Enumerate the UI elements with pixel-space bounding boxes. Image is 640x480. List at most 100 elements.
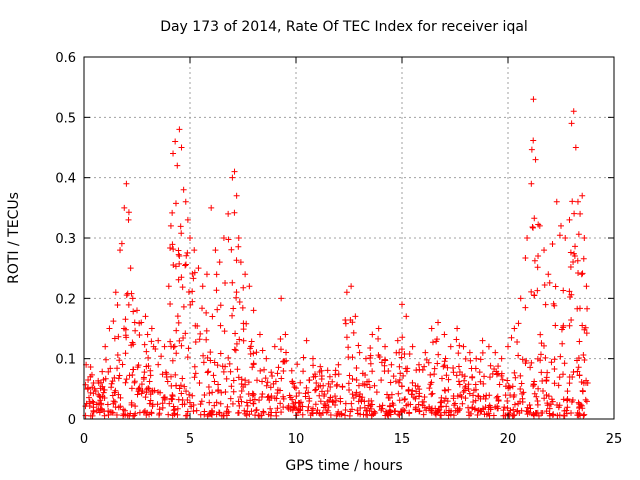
data-point — [345, 380, 352, 387]
data-point — [561, 412, 568, 419]
data-point — [229, 279, 236, 286]
data-point — [131, 319, 138, 326]
data-point — [407, 401, 414, 408]
data-point — [227, 368, 234, 375]
x-tick-label: 10 — [288, 432, 305, 447]
data-point — [117, 394, 124, 401]
data-point — [566, 380, 573, 387]
data-point — [118, 240, 125, 247]
data-point — [128, 385, 135, 392]
data-point — [236, 298, 243, 305]
data-point — [492, 349, 499, 356]
data-point — [178, 230, 185, 237]
data-point — [280, 395, 287, 402]
data-point — [542, 301, 549, 308]
data-point — [371, 408, 378, 415]
data-point — [104, 401, 111, 408]
data-point — [199, 283, 206, 290]
data-point — [203, 327, 210, 334]
data-point — [240, 326, 247, 333]
data-point — [332, 393, 339, 400]
data-point — [324, 387, 331, 394]
data-point — [297, 379, 304, 386]
data-point — [185, 345, 192, 352]
data-point — [333, 382, 340, 389]
data-point — [89, 412, 96, 419]
data-point — [569, 396, 576, 403]
data-point — [178, 274, 185, 281]
data-point — [228, 246, 235, 253]
data-point — [180, 186, 187, 193]
data-point — [576, 305, 583, 312]
data-point — [93, 401, 100, 408]
y-tick-label: 0.3 — [55, 232, 76, 247]
data-point — [138, 319, 145, 326]
data-point — [409, 343, 416, 350]
data-point — [178, 342, 185, 349]
data-point — [293, 393, 300, 400]
data-point — [485, 343, 492, 350]
data-point — [110, 318, 117, 325]
data-point — [441, 331, 448, 338]
data-point — [299, 411, 306, 418]
data-point — [170, 344, 177, 351]
data-point — [477, 356, 484, 363]
data-point — [455, 350, 462, 357]
data-point — [499, 376, 506, 383]
data-point — [534, 355, 541, 362]
data-point — [528, 359, 535, 366]
data-point — [326, 373, 333, 380]
data-point — [450, 365, 457, 372]
data-point — [522, 360, 529, 367]
data-point — [459, 400, 466, 407]
data-point — [472, 365, 479, 372]
data-point — [349, 375, 356, 382]
data-point — [274, 370, 281, 377]
data-point — [369, 331, 376, 338]
data-point — [243, 412, 250, 419]
data-point — [217, 322, 224, 329]
data-point — [487, 362, 494, 369]
data-point — [353, 376, 360, 383]
data-point — [467, 357, 474, 364]
data-point — [192, 370, 199, 377]
data-point — [537, 331, 544, 338]
data-point — [532, 156, 539, 163]
data-point — [175, 319, 182, 326]
data-point — [402, 365, 409, 372]
data-point — [236, 402, 243, 409]
data-point — [146, 378, 153, 385]
data-point — [131, 378, 138, 385]
data-point — [386, 409, 393, 416]
data-point — [179, 375, 186, 382]
data-point — [268, 369, 275, 376]
data-point — [364, 378, 371, 385]
data-point — [333, 412, 340, 419]
data-point — [574, 198, 581, 205]
data-point — [274, 386, 281, 393]
data-point — [566, 216, 573, 223]
data-point — [471, 406, 478, 413]
data-point — [167, 338, 174, 345]
data-point — [419, 398, 426, 405]
data-point — [561, 360, 568, 367]
data-point — [235, 374, 242, 381]
data-point — [445, 412, 452, 419]
data-point — [125, 209, 132, 216]
data-point — [204, 412, 211, 419]
data-point — [538, 340, 545, 347]
data-point — [580, 380, 587, 387]
data-point — [531, 292, 538, 299]
data-point — [519, 356, 526, 363]
data-point — [201, 392, 208, 399]
x-tick-labels: 0 5 10 15 20 25 — [80, 432, 622, 447]
y-tick-label: 0.2 — [55, 292, 76, 307]
data-point — [191, 269, 198, 276]
data-point — [238, 398, 245, 405]
data-point — [115, 333, 122, 340]
axis-ticks — [83, 56, 615, 420]
data-point — [378, 407, 385, 414]
data-point — [178, 144, 185, 151]
data-point — [444, 364, 451, 371]
data-point — [567, 263, 574, 270]
